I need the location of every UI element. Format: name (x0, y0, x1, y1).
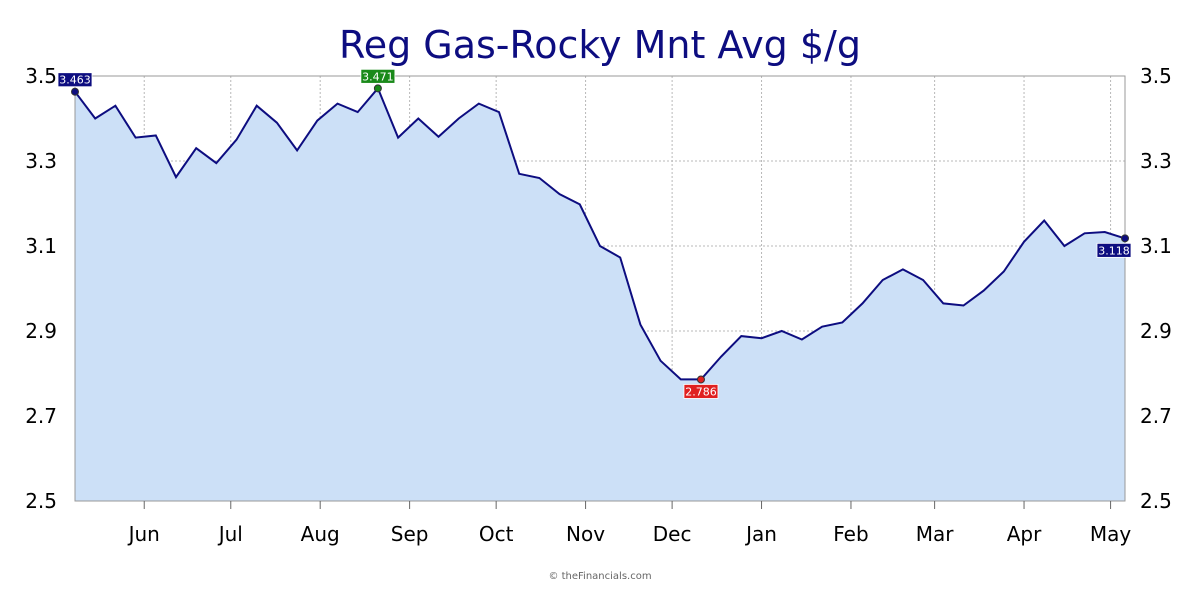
callout-marker (1121, 234, 1129, 243)
y-tick-label-right: 3.3 (1140, 149, 1172, 173)
callout-label: 3.118 (1098, 244, 1130, 257)
series-line (74, 86, 1126, 381)
y-tick-label-right: 2.5 (1140, 489, 1172, 513)
callouts: 3.463 3.471 2.786 3.118 (57, 68, 1132, 399)
x-tick-label: Jul (217, 522, 243, 546)
callout-label: 2.786 (685, 385, 717, 398)
x-tick-label: Sep (391, 522, 429, 546)
y-tick-label-right: 2.7 (1140, 404, 1172, 428)
y-tick-label-left: 3.3 (25, 149, 57, 173)
y-tick-label-left: 2.9 (25, 319, 57, 343)
callout-marker (71, 87, 79, 96)
x-tick-label: May (1090, 522, 1132, 546)
y-tick-label-right: 3.1 (1140, 234, 1172, 258)
callout-label: 3.471 (362, 70, 394, 83)
x-tick-label: Dec (653, 522, 692, 546)
y-tick-label-left: 3.1 (25, 234, 57, 258)
y-tick-label-right: 3.5 (1140, 64, 1172, 88)
x-tick-label: Jun (127, 522, 160, 546)
callout-box (683, 384, 719, 399)
x-tick-label: Feb (833, 522, 868, 546)
x-tick-label: Aug (301, 522, 340, 546)
credit-text: © theFinancials.com (548, 571, 651, 582)
callout-box (57, 72, 93, 88)
y-tick-label-right: 2.9 (1140, 319, 1172, 343)
callout-box (1096, 242, 1132, 258)
x-tick-label: Mar (916, 522, 955, 546)
y-axis-ticks: 2.5 2.5 2.7 2.7 2.9 2.9 3.1 3.1 3.3 3.3 3.5 3.5 (25, 64, 1172, 513)
x-axis-ticks: Jun Jul Aug Sep Oct Nov Dec Jan Feb Mar Apr May (127, 501, 1132, 546)
chart-title: Reg Gas-Rocky Mnt Avg $/g (339, 23, 861, 67)
x-tick-label: Jan (744, 522, 777, 546)
callout-marker (373, 84, 382, 93)
callout-marker (696, 375, 705, 384)
x-tick-label: Apr (1007, 522, 1042, 546)
x-tick-label: Oct (479, 522, 514, 546)
callout-label: 3.463 (59, 74, 91, 87)
y-tick-label-left: 2.5 (25, 489, 57, 513)
x-tick-label: Nov (566, 522, 605, 546)
area-fill (75, 88, 1125, 502)
y-tick-label-left: 3.5 (25, 64, 57, 88)
y-tick-label-left: 2.7 (25, 404, 57, 428)
callout-box (360, 68, 396, 84)
plot-border (74, 75, 1126, 502)
